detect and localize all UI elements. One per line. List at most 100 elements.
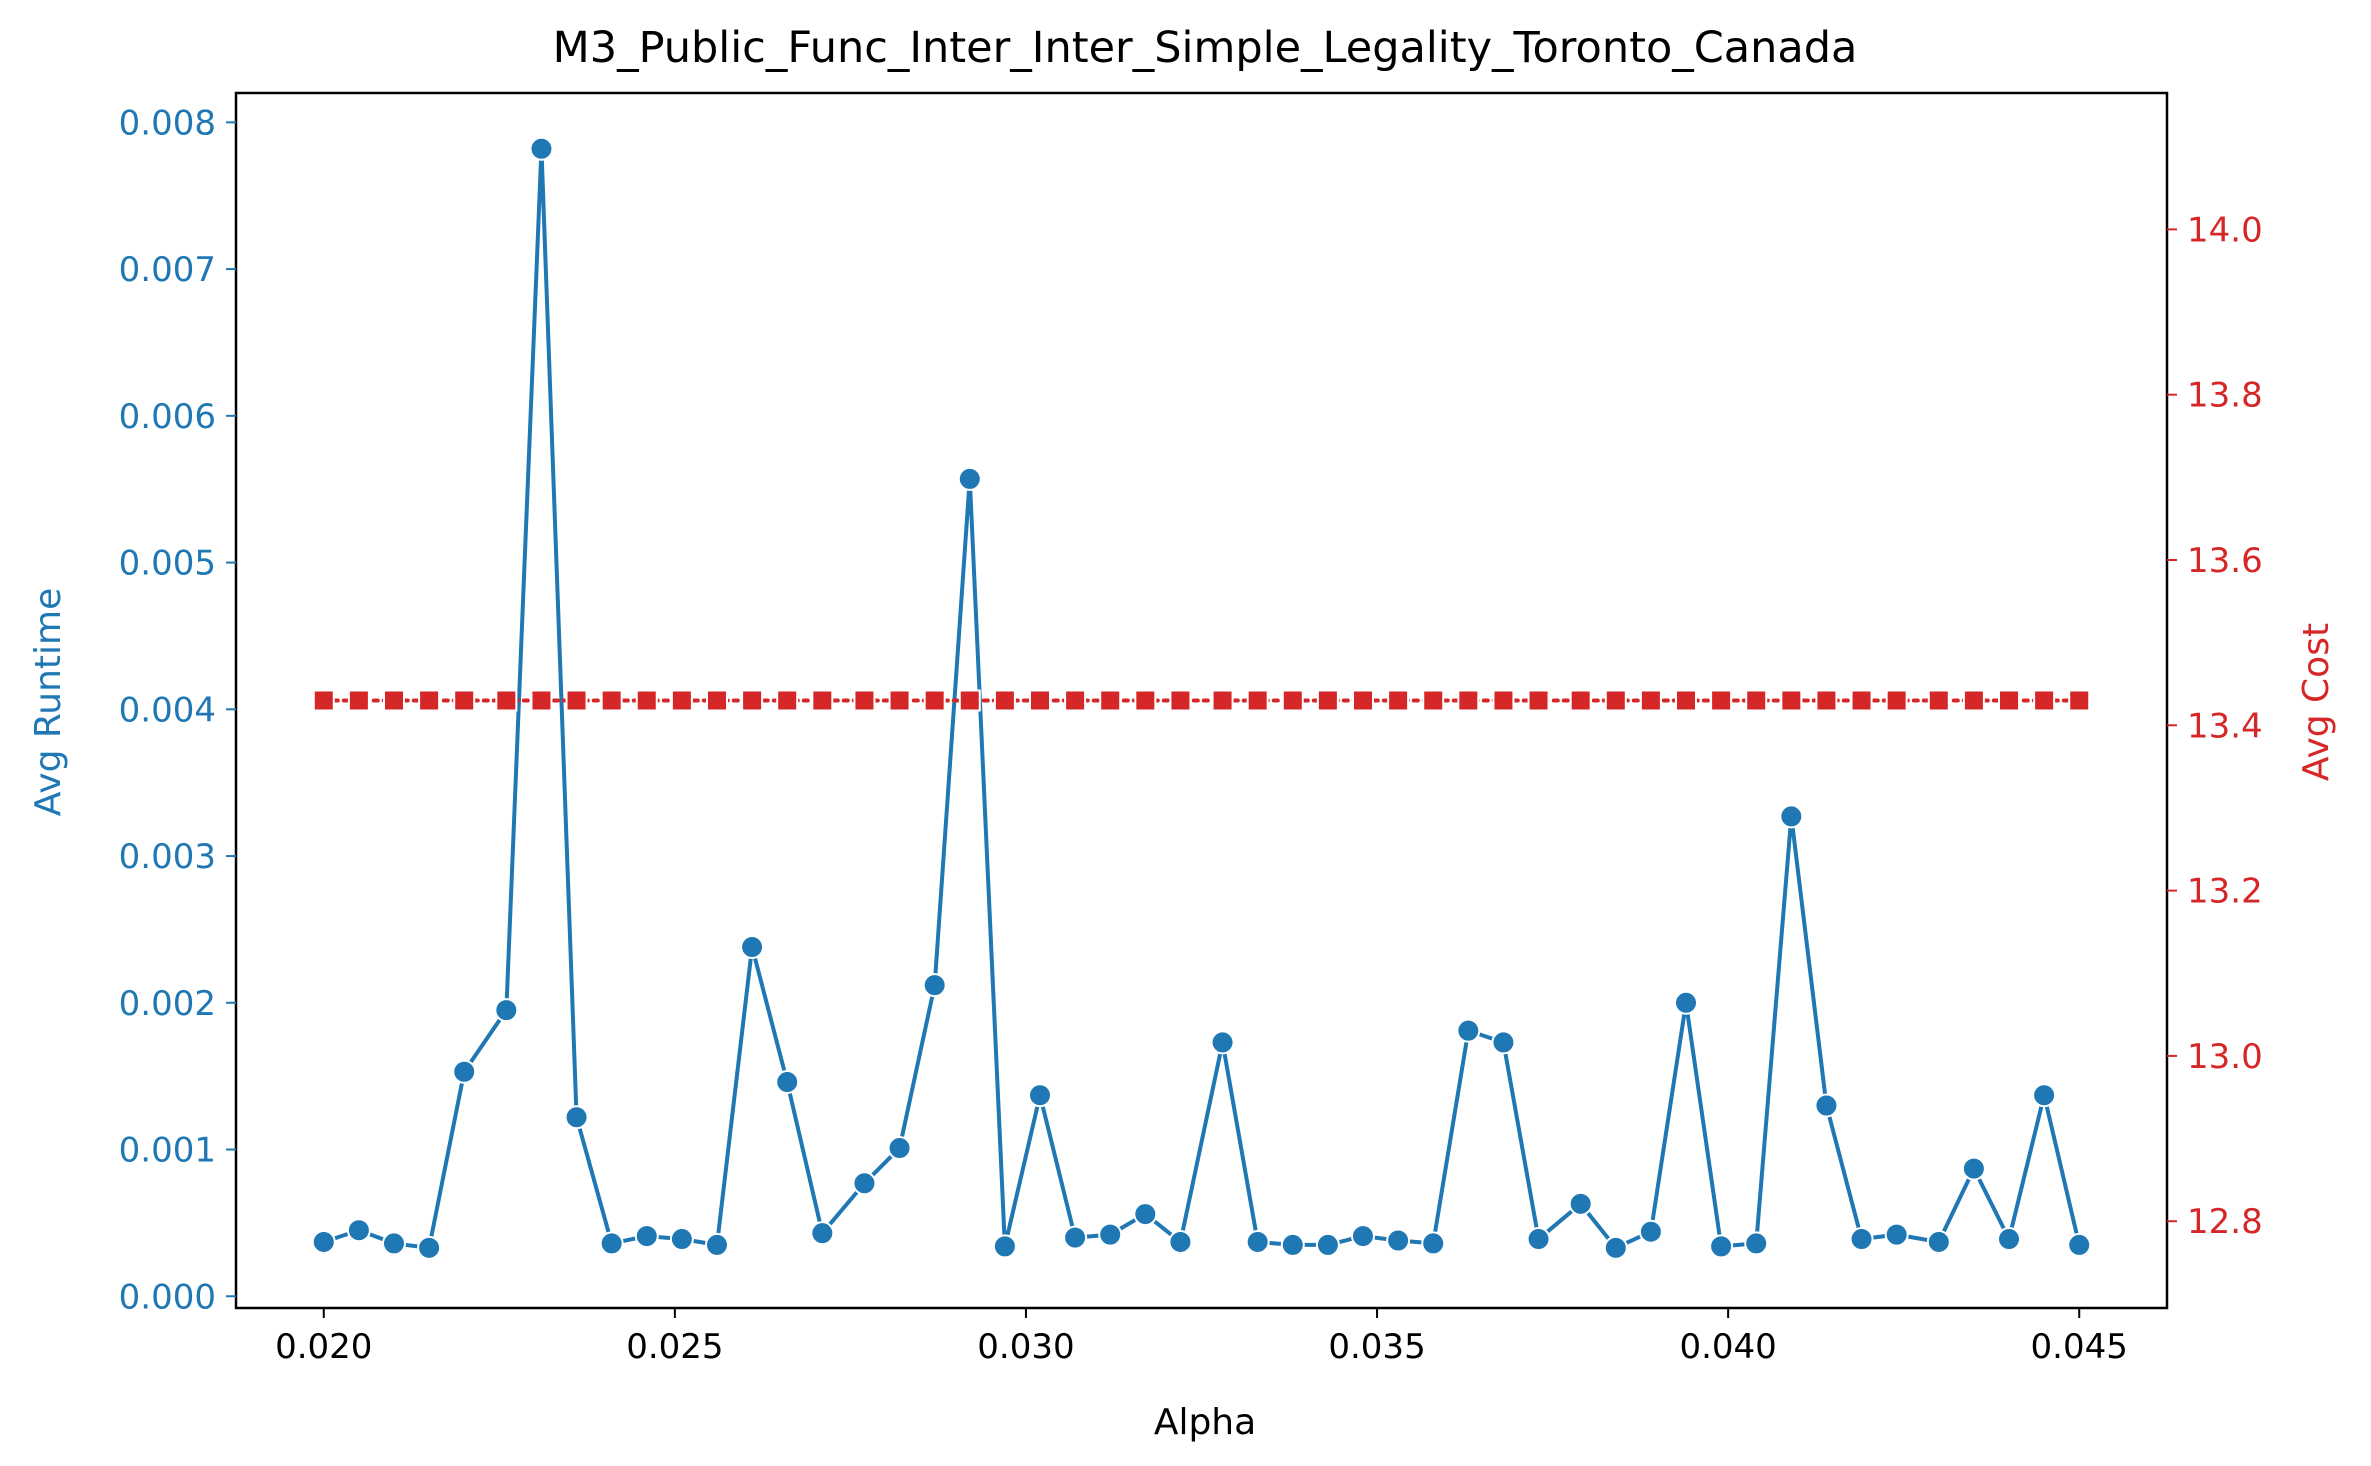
avg-cost-point [312, 689, 335, 712]
avg-cost-point [1134, 689, 1157, 712]
avg-cost-point [1246, 689, 1269, 712]
avg-runtime-point [1351, 1224, 1376, 1249]
avg-runtime-point [852, 1171, 877, 1196]
avg-runtime-point [1779, 804, 1804, 829]
y-left-tick-label: 0.005 [119, 544, 216, 584]
x-tick-label: 0.040 [1679, 1327, 1776, 1367]
x-axis-label: Alpha [1154, 1402, 1256, 1443]
avg-runtime-point [529, 136, 554, 161]
avg-runtime-point [1709, 1234, 1734, 1259]
avg-cost-point [1815, 689, 1838, 712]
y-left-tick-label: 0.008 [119, 103, 216, 143]
y-left-tick-label: 0.007 [119, 250, 216, 290]
avg-cost-point [1885, 689, 1908, 712]
avg-cost-point [811, 689, 834, 712]
avg-cost-point [1927, 689, 1950, 712]
avg-runtime-point [1849, 1227, 1874, 1252]
avg-runtime-point [417, 1235, 442, 1260]
avg-runtime-point [1744, 1231, 1769, 1256]
y-right-tick-label: 14.0 [2187, 210, 2263, 250]
avg-runtime-point [669, 1227, 694, 1252]
avg-cost-point [635, 689, 658, 712]
avg-cost-point [888, 689, 911, 712]
avg-cost-point [1281, 689, 1304, 712]
avg-runtime-point [1638, 1219, 1663, 1244]
avg-cost-point [776, 689, 799, 712]
avg-runtime-point [1456, 1018, 1481, 1043]
avg-runtime-point [992, 1234, 1017, 1259]
y-left-tick-label: 0.006 [119, 397, 216, 437]
avg-cost-point [1422, 689, 1445, 712]
x-tick-label: 0.030 [977, 1327, 1074, 1367]
y-left-tick-label: 0.001 [119, 1131, 216, 1171]
avg-runtime-point [346, 1218, 371, 1243]
y-left-axis-label: Avg Runtime [28, 588, 69, 816]
avg-cost-point [1099, 689, 1122, 712]
avg-cost-point [1492, 689, 1515, 712]
avg-cost-point [1387, 689, 1410, 712]
avg-runtime-point [887, 1136, 912, 1161]
avg-runtime-point [1386, 1228, 1411, 1253]
avg-runtime-point [1315, 1232, 1340, 1257]
avg-cost-point [1962, 689, 1985, 712]
avg-runtime-point [740, 935, 765, 960]
avg-cost-point [1211, 689, 1234, 712]
avg-runtime-point [1926, 1229, 1951, 1254]
avg-runtime-point [1027, 1083, 1052, 1108]
avg-runtime-point [634, 1224, 659, 1249]
avg-runtime-point [810, 1221, 835, 1246]
plot-area: 0.020 0.025 0.030 0.035 0.040 0.045 0.000 0.001… [119, 91, 2263, 1367]
avg-cost-point [382, 689, 405, 712]
y-right-tick-label: 13.4 [2187, 706, 2263, 746]
avg-runtime-point [311, 1229, 336, 1254]
avg-runtime-point [452, 1059, 477, 1084]
avg-runtime-point [704, 1232, 729, 1257]
avg-runtime-point [922, 973, 947, 998]
avg-cost-point [853, 689, 876, 712]
y-left-tick-label: 0.002 [119, 984, 216, 1024]
avg-runtime-point [1210, 1030, 1235, 1055]
avg-cost-point [1457, 689, 1480, 712]
avg-runtime-point [1997, 1227, 2022, 1252]
avg-runtime-point [494, 998, 519, 1023]
avg-cost-point [600, 689, 623, 712]
avg-cost-point [1998, 689, 2021, 712]
avg-cost-point [495, 689, 518, 712]
avg-runtime-point [1674, 990, 1699, 1015]
avg-runtime-point [1063, 1225, 1088, 1250]
avg-cost-point [530, 689, 553, 712]
avg-cost-point [670, 689, 693, 712]
avg-cost-point [1710, 689, 1733, 712]
y-left-tick-label: 0.003 [119, 837, 216, 877]
y-left-tick-label: 0.000 [119, 1277, 216, 1317]
avg-cost-point [1780, 689, 1803, 712]
avg-cost-point [453, 689, 476, 712]
avg-cost-point [1850, 689, 1873, 712]
y-right-tick-label: 13.6 [2187, 541, 2263, 581]
avg-cost-point [1169, 689, 1192, 712]
y-right-tick-label: 12.8 [2187, 1202, 2263, 1242]
x-tick-label: 0.025 [626, 1327, 723, 1367]
avg-runtime-point [1168, 1229, 1193, 1254]
avg-runtime-point [1280, 1232, 1305, 1257]
y-right-tick-label: 13.8 [2187, 376, 2263, 416]
avg-cost-point [1064, 689, 1087, 712]
avg-runtime-point [957, 466, 982, 491]
avg-cost-point [1745, 689, 1768, 712]
avg-runtime-point [381, 1231, 406, 1256]
avg-cost-point [1316, 689, 1339, 712]
avg-runtime-point [1603, 1235, 1628, 1260]
avg-cost-point [1639, 689, 1662, 712]
avg-runtime-point [599, 1231, 624, 1256]
x-tick-label: 0.020 [275, 1327, 372, 1367]
avg-cost-point [565, 689, 588, 712]
avg-runtime-point [1098, 1222, 1123, 1247]
avg-runtime-point [2032, 1083, 2057, 1108]
avg-cost-point [1352, 689, 1375, 712]
avg-runtime-point [1884, 1222, 1909, 1247]
avg-runtime-point [1491, 1030, 1516, 1055]
y-right-tick-label: 13.2 [2187, 872, 2263, 912]
avg-cost-point [741, 689, 764, 712]
